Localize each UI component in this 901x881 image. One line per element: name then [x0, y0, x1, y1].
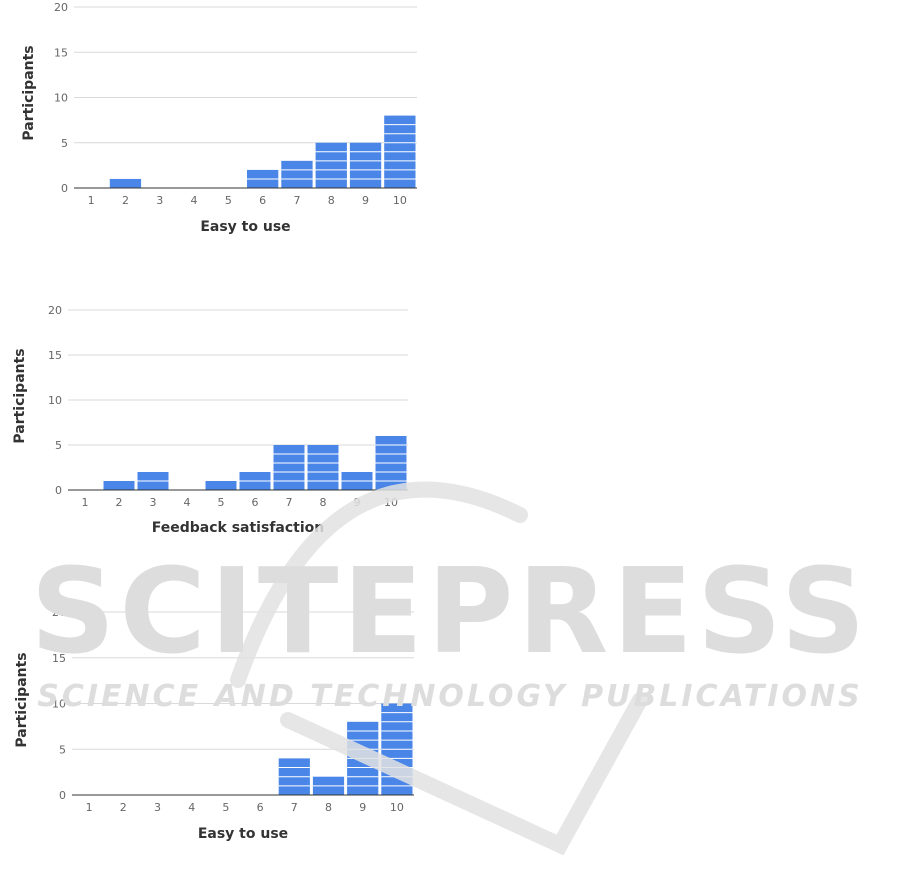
chart-easy-to-use-1: 0 5 10 15 20 1 2 3 4 5 6 7 8 9 10 Easy to use Participan… — [21, 1, 417, 235]
bar — [349, 142, 382, 188]
y-tick-label: 20 — [52, 606, 66, 619]
x-tick-label: 10 — [393, 194, 407, 207]
y-tick-label: 10 — [48, 394, 62, 407]
x-tick-label: 5 — [218, 496, 225, 509]
bar — [103, 481, 135, 490]
x-tick-label: 6 — [259, 194, 266, 207]
bar — [315, 142, 347, 188]
y-tick-label: 15 — [54, 46, 68, 59]
bar — [109, 178, 142, 188]
x-tick-label: 1 — [88, 194, 95, 207]
x-tick-label: 2 — [122, 194, 129, 207]
x-tick-label: 3 — [154, 801, 161, 814]
y-tick-label: 10 — [54, 92, 68, 105]
x-tick-label: 4 — [184, 496, 191, 509]
x-tick-label: 4 — [191, 194, 198, 207]
y-tick-label: 5 — [61, 137, 68, 150]
bar — [307, 445, 339, 490]
x-tick-label: 2 — [116, 496, 123, 509]
y-tick-label: 10 — [52, 698, 66, 711]
y-axis-label: Participants — [12, 348, 28, 443]
x-axis-label: Feedback satisfaction — [152, 520, 324, 536]
y-tick-label: 5 — [59, 743, 66, 756]
x-tick-label: 7 — [286, 496, 293, 509]
x-tick-label: 8 — [320, 496, 327, 509]
x-tick-label: 2 — [120, 801, 127, 814]
bar — [273, 445, 305, 490]
x-tick-label: 10 — [390, 801, 404, 814]
y-tick-label: 5 — [55, 439, 62, 452]
x-tick-label: 5 — [225, 194, 232, 207]
chart-easy-to-use-2: 0 5 10 15 20 1 2 3 4 5 6 7 8 9 10 Easy to use Participan… — [14, 606, 414, 842]
x-tick-label: 5 — [222, 801, 229, 814]
x-axis-label: Easy to use — [198, 826, 288, 842]
chart-feedback-satisfaction: 0 5 10 15 20 1 2 3 4 5 6 7 8 9 10 Feedback satisfaction… — [12, 304, 408, 536]
x-tick-label: 3 — [150, 496, 157, 509]
x-tick-label: 8 — [328, 194, 335, 207]
x-tick-label: 7 — [291, 801, 298, 814]
x-axis-label: Easy to use — [200, 219, 290, 235]
x-tick-label: 4 — [188, 801, 195, 814]
x-tick-label: 9 — [354, 496, 361, 509]
x-tick-label: 8 — [325, 801, 332, 814]
x-tick-label: 9 — [362, 194, 369, 207]
y-tick-label: 15 — [48, 349, 62, 362]
y-tick-label: 15 — [52, 652, 66, 665]
x-tick-label: 6 — [252, 496, 259, 509]
x-tick-label: 7 — [293, 194, 300, 207]
y-axis-label: Participants — [21, 45, 37, 140]
x-tick-label: 10 — [384, 496, 398, 509]
y-tick-label: 0 — [61, 182, 68, 195]
x-tick-label: 9 — [359, 801, 366, 814]
y-tick-label: 0 — [55, 484, 62, 497]
bar — [205, 481, 237, 490]
x-tick-label: 3 — [156, 194, 163, 207]
y-tick-label: 20 — [48, 304, 62, 317]
x-tick-label: 1 — [82, 496, 89, 509]
y-tick-label: 20 — [54, 1, 68, 14]
bar — [281, 160, 313, 188]
y-tick-label: 0 — [59, 789, 66, 802]
y-axis-label: Participants — [14, 652, 30, 747]
x-tick-label: 6 — [257, 801, 264, 814]
x-tick-label: 1 — [86, 801, 93, 814]
